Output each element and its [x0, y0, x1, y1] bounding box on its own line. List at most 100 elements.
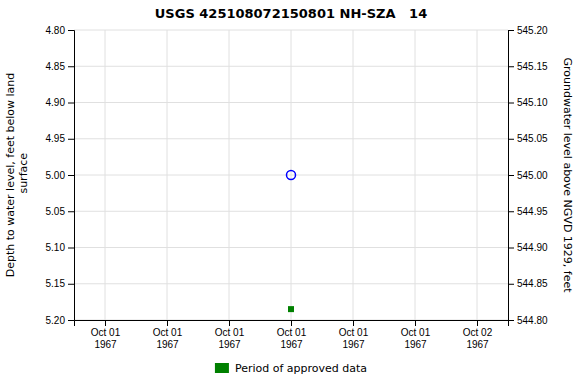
x-tick-label-line: Oct 01 — [153, 327, 183, 338]
x-tick-label-line: 1967 — [156, 339, 179, 350]
y2-tick: 544.85 — [508, 278, 548, 289]
grid-line-x — [105, 30, 106, 320]
x-tick-label-line: 1967 — [280, 339, 303, 350]
y-axis-line — [68, 31, 75, 321]
y2-tick-mark — [508, 103, 514, 104]
y2-tick-label: 544.85 — [517, 278, 548, 289]
x-axis-line — [75, 321, 509, 327]
y2-tick: 544.80 — [508, 315, 548, 326]
y-tick-mark — [68, 320, 74, 321]
x-tick-label-line: Oct 01 — [277, 327, 307, 338]
y-tick: 5.00 — [46, 170, 74, 181]
y2-tick: 545.20 — [508, 25, 548, 36]
grid-line-x — [477, 30, 478, 320]
grid-line-x — [415, 30, 416, 320]
title: USGS 425108072150801 NH-SZA 14 — [155, 6, 427, 21]
x-tick-label-line: Oct 02 — [463, 327, 493, 338]
x-tick-label: Oct 011967 — [91, 327, 121, 350]
x-tick-label-line: Oct 01 — [401, 327, 431, 338]
x-tick-label: Oct 011967 — [339, 327, 369, 350]
y-tick-label: 4.95 — [46, 133, 66, 144]
y-tick-mark — [68, 30, 74, 31]
x-tick-mark — [105, 320, 106, 326]
x-tick-label-line: 1967 — [404, 339, 427, 350]
y2-tick: 545.15 — [508, 61, 548, 72]
x-tick-label: Oct 011967 — [401, 327, 431, 350]
y2-tick-label: 544.95 — [517, 206, 548, 217]
y2-tick-label: 545.10 — [517, 97, 548, 108]
y2-tick-label: 545.15 — [517, 61, 548, 72]
chart: 4.80 4.85 4.90 4.95 5.00 5.05 5.10 5.15 5.20 545.… — [0, 0, 576, 384]
y-tick-mark — [68, 139, 74, 140]
x-tick: Oct 011967 — [153, 320, 183, 350]
y2-tick-mark — [508, 30, 514, 31]
legend-item: Period of approved data — [215, 362, 367, 375]
y-axis-label: Depth to water level, feet below land su… — [4, 73, 30, 278]
y-tick: 5.20 — [46, 315, 74, 326]
y-tick: 4.85 — [46, 61, 74, 72]
y-axis-label-line: surface — [17, 153, 30, 197]
y-tick: 4.80 — [46, 25, 74, 36]
x-tick-mark — [353, 320, 354, 326]
legend-swatch — [215, 363, 229, 373]
y-tick-mark — [68, 284, 74, 285]
y-tick-label: 4.90 — [46, 97, 66, 108]
y-tick-mark — [68, 248, 74, 249]
y2-tick: 545.05 — [508, 133, 548, 144]
x-tick-label: Oct 021967 — [463, 327, 493, 350]
y2-tick-label: 545.05 — [517, 133, 548, 144]
y-tick: 5.05 — [46, 206, 74, 217]
x-tick-label-line: 1967 — [342, 339, 365, 350]
x-tick-mark — [229, 320, 230, 326]
y2-tick-mark — [508, 139, 514, 140]
x-tick-mark — [477, 320, 478, 326]
x-tick-label-line: 1967 — [218, 339, 241, 350]
x-tick: Oct 011967 — [339, 320, 369, 350]
y2-tick-label: 544.90 — [517, 242, 548, 253]
x-tick-mark — [415, 320, 416, 326]
y-tick-label: 5.05 — [46, 206, 66, 217]
y-axis-label-line: Depth to water level, feet below land — [4, 73, 17, 278]
grid-line-x — [291, 30, 292, 320]
y2-tick-mark — [508, 284, 514, 285]
y2-tick-label: 545.20 — [517, 25, 548, 36]
x-tick-mark — [291, 320, 292, 326]
y2-tick-mark — [508, 175, 514, 176]
y2-tick-mark — [508, 248, 514, 249]
y2-tick-mark — [508, 66, 514, 67]
grid — [74, 30, 508, 320]
x-tick: Oct 011967 — [91, 320, 121, 350]
marks — [287, 171, 296, 313]
y-tick-label: 5.00 — [46, 170, 66, 181]
x-tick-mark — [167, 320, 168, 326]
y-tick-mark — [68, 211, 74, 212]
y-tick-label: 5.10 — [46, 242, 66, 253]
y-tick: 4.95 — [46, 133, 74, 144]
point — [288, 306, 294, 312]
y2-tick: 545.10 — [508, 97, 548, 108]
point — [287, 171, 296, 180]
y-tick-mark — [68, 66, 74, 67]
x-tick: Oct 011967 — [215, 320, 245, 350]
x-axis: Oct 011967Oct 011967Oct 011967Oct 011967… — [75, 320, 509, 350]
y2-axis-label: Groundwater level above NGVD 1929, feet — [561, 57, 574, 293]
y2-axis: 545.20545.15545.10545.05545.00544.95544.… — [508, 25, 548, 326]
y-tick-label: 5.15 — [46, 278, 66, 289]
x-tick-label-line: Oct 01 — [339, 327, 369, 338]
y-tick: 5.10 — [46, 242, 74, 253]
x-tick-label: Oct 011967 — [153, 327, 183, 350]
y2-tick: 544.90 — [508, 242, 548, 253]
y-tick-mark — [68, 175, 74, 176]
x-tick: Oct 021967 — [463, 320, 493, 350]
y2-tick-mark — [508, 211, 514, 212]
y-tick-label: 4.80 — [46, 25, 66, 36]
y-tick: 5.15 — [46, 278, 74, 289]
y-tick: 4.90 — [46, 97, 74, 108]
x-tick: Oct 011967 — [277, 320, 307, 350]
y-tick-label: 4.85 — [46, 61, 66, 72]
y-tick-mark — [68, 103, 74, 104]
y2-tick: 544.95 — [508, 206, 548, 217]
y2-axis-line — [509, 31, 515, 321]
series — [287, 171, 296, 180]
series — [288, 306, 294, 312]
